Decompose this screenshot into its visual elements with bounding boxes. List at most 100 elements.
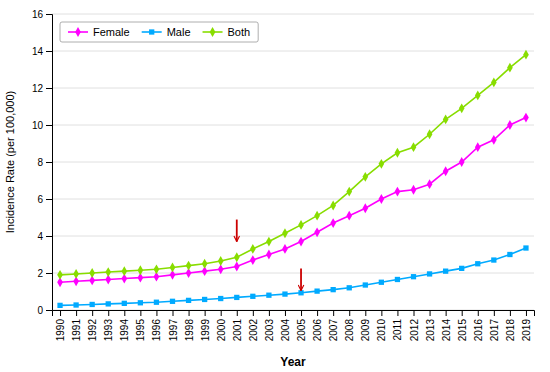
point	[475, 90, 481, 100]
axis-line	[53, 311, 535, 317]
tick-label: 2012	[409, 319, 420, 342]
point	[202, 259, 208, 269]
tick-mark	[494, 310, 495, 316]
tick-mark	[526, 310, 527, 316]
tick-label: 1994	[119, 319, 130, 342]
grid-line	[52, 125, 534, 126]
y-axis: 0246810121416	[32, 9, 53, 316]
point	[154, 264, 160, 274]
x-axis: 1990199119921993199419951996199719981999…	[53, 310, 535, 341]
point	[170, 299, 175, 304]
tick: 2000	[216, 310, 227, 341]
tick: 2014	[441, 310, 452, 341]
tick: 2007	[328, 310, 339, 341]
tick-label: 2017	[489, 319, 500, 342]
point	[186, 298, 191, 303]
grid-line	[52, 199, 534, 200]
point	[330, 201, 336, 211]
tick-mark	[446, 310, 447, 316]
tick-mark	[124, 310, 125, 316]
tick-label: 2011	[392, 319, 403, 341]
tick-mark	[381, 310, 382, 316]
point	[427, 271, 432, 276]
arrow	[236, 220, 238, 242]
tick: 8	[37, 157, 52, 168]
point	[138, 265, 144, 275]
tick-label: 1991	[71, 319, 82, 342]
point	[475, 142, 481, 152]
point	[266, 293, 271, 298]
tick: 14	[32, 46, 52, 57]
point	[90, 302, 95, 307]
point	[491, 78, 497, 88]
tick-label: 2003	[264, 319, 275, 342]
tick-label: 1998	[184, 319, 195, 342]
point	[266, 250, 272, 260]
tick: 2013	[425, 310, 436, 341]
tick-label: 2	[37, 268, 43, 279]
annotations	[237, 220, 301, 291]
point	[459, 157, 465, 167]
point	[427, 129, 433, 139]
axis-line	[46, 15, 53, 311]
tick-mark	[269, 310, 270, 316]
tick-label: 2000	[216, 319, 227, 342]
point	[154, 300, 159, 305]
tick-label: 2001	[232, 319, 243, 342]
legend-label: Male	[167, 26, 191, 38]
tick-label: 1996	[151, 319, 162, 342]
legend-label: Both	[228, 26, 251, 38]
tick: 2002	[248, 310, 259, 341]
point	[89, 268, 95, 278]
tick: 6	[37, 194, 52, 205]
point	[266, 237, 272, 247]
point	[282, 228, 288, 238]
point	[379, 194, 385, 204]
grid-line	[52, 14, 534, 15]
point	[186, 261, 192, 271]
tick-label: 2014	[441, 319, 452, 342]
legend-symbol	[149, 29, 154, 34]
grid-line	[52, 236, 534, 237]
tick: 0	[37, 305, 52, 316]
tick: 2	[37, 268, 52, 279]
point	[298, 237, 304, 247]
point	[523, 113, 529, 123]
tick-mark	[301, 310, 302, 316]
tick: 2009	[360, 310, 371, 341]
point	[523, 50, 529, 60]
legend-label: Female	[93, 26, 130, 38]
point	[507, 252, 512, 257]
point	[218, 256, 224, 266]
point	[234, 262, 240, 272]
tick-label: 1997	[168, 319, 179, 342]
point	[250, 255, 256, 265]
tick-mark	[46, 199, 52, 200]
tick-mark	[46, 273, 52, 274]
tick: 1994	[119, 310, 130, 341]
point	[379, 159, 385, 169]
line	[60, 118, 526, 283]
legend-symbol	[75, 27, 81, 37]
tick-mark	[60, 310, 61, 316]
tick: 1995	[135, 310, 146, 341]
point	[106, 301, 111, 306]
tick-mark	[333, 310, 334, 316]
tick-mark	[285, 310, 286, 316]
tick: 2010	[376, 310, 387, 341]
tick: 1990	[55, 310, 66, 341]
tick-mark	[92, 310, 93, 316]
point	[218, 296, 223, 301]
legend-box	[60, 22, 258, 42]
tick-mark	[349, 310, 350, 316]
tick-mark	[397, 310, 398, 316]
tick-label: 2006	[312, 319, 323, 342]
tick-label: 4	[37, 231, 43, 242]
tick: 2011	[392, 310, 403, 341]
point	[250, 244, 256, 254]
tick-label: 2009	[360, 319, 371, 342]
tick-mark	[46, 51, 52, 52]
tick-mark	[189, 310, 190, 316]
tick-mark	[317, 310, 318, 316]
tick: 2004	[280, 310, 291, 341]
